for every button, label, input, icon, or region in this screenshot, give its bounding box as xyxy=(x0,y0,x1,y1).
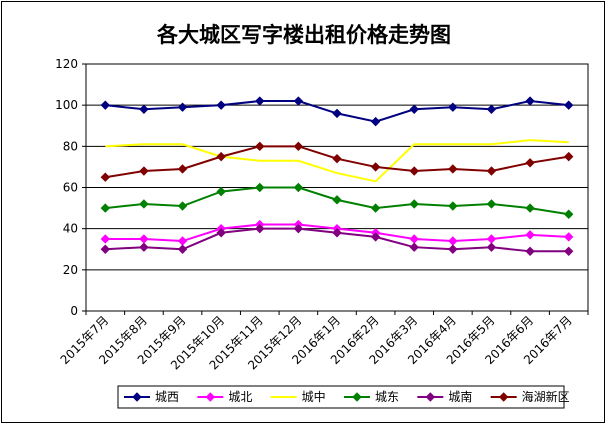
data-point xyxy=(177,201,188,211)
axis-layer: 0204060801001202015年7月2015年8月2015年9月2015… xyxy=(55,57,589,372)
legend-marker xyxy=(205,392,216,402)
data-point xyxy=(139,199,149,209)
legend-marker xyxy=(425,392,436,402)
data-point xyxy=(370,203,381,213)
data-point xyxy=(525,246,535,257)
series-城南 xyxy=(100,223,574,257)
legend-marker xyxy=(352,392,362,402)
data-point xyxy=(448,164,458,174)
data-point xyxy=(332,228,342,238)
data-point xyxy=(293,223,304,234)
data-point xyxy=(486,234,497,244)
y-tick-label: 40 xyxy=(63,222,78,236)
series-line xyxy=(105,139,569,183)
data-point xyxy=(100,244,111,254)
data-point xyxy=(139,242,149,252)
data-point xyxy=(293,141,304,152)
y-tick-label: 100 xyxy=(55,98,78,112)
data-point xyxy=(409,199,419,209)
data-point xyxy=(177,244,188,254)
data-point xyxy=(177,164,188,174)
y-tick-label: 80 xyxy=(63,139,78,153)
data-point xyxy=(177,236,188,246)
series-城中 xyxy=(105,139,569,183)
data-point xyxy=(525,158,535,168)
data-point xyxy=(216,151,226,162)
data-point xyxy=(370,116,381,127)
data-point xyxy=(255,223,265,234)
data-point xyxy=(293,182,304,193)
y-tick-label: 120 xyxy=(55,57,78,71)
legend-item: 城中 xyxy=(270,389,326,404)
legend-item: 城南 xyxy=(417,389,472,404)
data-point xyxy=(448,201,458,211)
legend-item: 城北 xyxy=(197,390,252,404)
data-point xyxy=(332,153,342,164)
legend-box xyxy=(117,385,565,409)
legend-label: 城北 xyxy=(228,390,252,404)
data-point xyxy=(409,234,419,244)
legend-item: 城东 xyxy=(344,390,399,404)
data-point xyxy=(216,186,226,197)
y-tick-label: 0 xyxy=(70,304,78,318)
data-point xyxy=(370,232,381,242)
data-point xyxy=(100,100,111,110)
data-point xyxy=(255,141,265,152)
data-point xyxy=(255,182,265,193)
data-point xyxy=(332,195,342,205)
data-point xyxy=(563,232,574,242)
data-point xyxy=(525,203,535,213)
data-point xyxy=(332,108,342,119)
data-point xyxy=(177,102,188,112)
legend-item: 城西 xyxy=(124,390,179,404)
data-point xyxy=(216,100,226,110)
data-point xyxy=(139,104,149,114)
legend-label: 城西 xyxy=(155,390,179,404)
y-tick-label: 20 xyxy=(63,263,78,277)
legend-label: 城东 xyxy=(375,390,399,404)
y-tick-label: 60 xyxy=(63,181,78,195)
series-海湖新区 xyxy=(100,141,574,182)
legend-label: 城南 xyxy=(448,389,472,404)
series-layer xyxy=(100,96,574,257)
data-point xyxy=(409,104,419,114)
data-point xyxy=(255,96,265,106)
data-point xyxy=(409,242,419,252)
data-point xyxy=(563,151,574,162)
data-point xyxy=(486,199,497,209)
data-point xyxy=(139,166,149,176)
data-point xyxy=(448,244,458,254)
legend-item: 海湖新区 xyxy=(490,389,570,404)
data-point xyxy=(448,236,458,246)
data-point xyxy=(100,234,111,244)
data-point xyxy=(486,166,497,176)
legend-marker xyxy=(132,392,142,402)
data-point xyxy=(216,228,226,238)
data-point xyxy=(525,230,535,240)
data-point xyxy=(563,246,574,257)
data-point xyxy=(100,203,111,213)
data-point xyxy=(293,96,304,106)
legend-marker xyxy=(498,392,509,402)
grid-layer xyxy=(85,63,589,312)
data-point xyxy=(563,100,574,110)
series-城东 xyxy=(100,182,574,219)
data-point xyxy=(100,172,111,182)
legend-label: 城中 xyxy=(302,389,326,404)
chart-title: 各大城区写字楼出租价格走势图 xyxy=(156,23,451,47)
data-point xyxy=(448,102,458,112)
legend-label: 海湖新区 xyxy=(522,389,570,404)
data-point xyxy=(409,166,419,176)
data-point xyxy=(563,209,574,219)
legend: 城西 城北 城中 城东 城南 海湖新区 xyxy=(117,385,570,409)
data-point xyxy=(486,242,497,252)
data-point xyxy=(486,104,497,114)
data-point xyxy=(525,96,535,106)
data-point xyxy=(370,162,381,172)
data-point xyxy=(139,234,149,244)
series-城西 xyxy=(100,96,574,127)
